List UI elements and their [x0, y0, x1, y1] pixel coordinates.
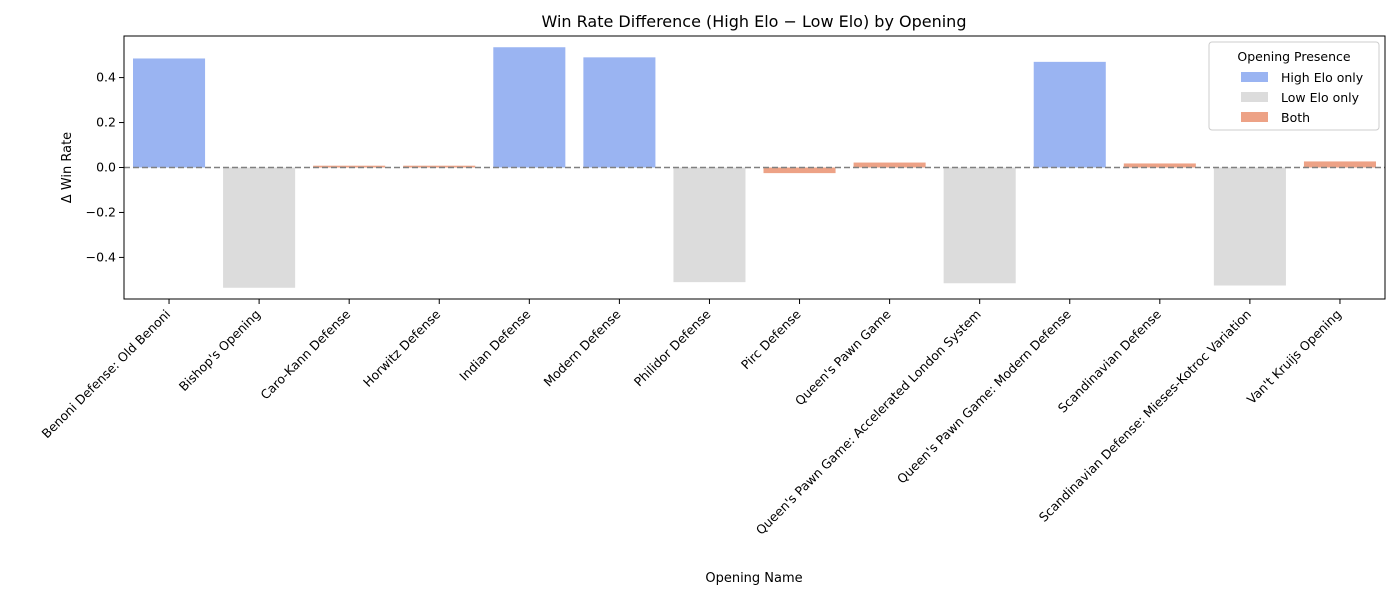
x-tick-label: Horwitz Defense [360, 306, 444, 390]
y-tick-label: 0.0 [96, 160, 116, 175]
x-tick-label: Scandinavian Defense [1055, 306, 1164, 415]
x-tick-label: Modern Defense [540, 306, 623, 389]
x-tick-label: Benoni Defense: Old Benoni [39, 307, 174, 442]
bar [133, 58, 206, 168]
legend-swatch [1241, 92, 1268, 102]
x-tick-label: Caro-Kann Defense [257, 306, 353, 402]
legend-label: Both [1281, 110, 1310, 125]
x-tick-label: Pirc Defense [738, 306, 804, 372]
bar [673, 167, 746, 283]
bar [493, 47, 566, 168]
bar [1123, 163, 1196, 168]
y-tick-label: −0.2 [86, 204, 116, 219]
legend-title: Opening Presence [1237, 49, 1351, 64]
bar [943, 167, 1016, 284]
chart-title: Win Rate Difference (High Elo − Low Elo)… [542, 12, 967, 31]
bar [853, 162, 926, 168]
x-tick-label: Scandinavian Defense: Mieses-Kotroc Vari… [1036, 307, 1254, 525]
bar [403, 165, 476, 168]
y-axis: −0.4 −0.2 0.0 0.2 0.4 [86, 70, 124, 264]
bar [1033, 61, 1106, 168]
legend-label: Low Elo only [1281, 90, 1360, 105]
legend-label: High Elo only [1281, 70, 1364, 85]
y-tick-label: 0.2 [96, 115, 116, 130]
bar [763, 167, 836, 174]
y-axis-label: Δ Win Rate [60, 132, 75, 203]
x-tick-label: Indian Defense [456, 306, 533, 383]
legend-swatch [1241, 112, 1268, 122]
x-tick-label: Queen's Pawn Game [792, 306, 894, 408]
bar [313, 165, 386, 168]
x-tick-label: Philidor Defense [631, 306, 714, 389]
x-tick-label: Queen's Pawn Game: Modern Defense [894, 306, 1074, 486]
bar [1213, 167, 1286, 286]
legend-box [1208, 41, 1380, 131]
legend: Opening Presence High Elo only Low Elo onl… [1208, 41, 1380, 131]
bar [223, 167, 296, 288]
x-tick-label: Bishop's Opening [176, 307, 263, 394]
x-tick-label: Van't Kruijs Opening [1244, 307, 1344, 407]
legend-swatch [1241, 72, 1268, 82]
bar [1303, 161, 1376, 168]
bars-group [133, 47, 1376, 288]
y-tick-label: 0.4 [96, 70, 116, 85]
x-axis: Benoni Defense: Old Benoni Bishop's Openi… [39, 299, 1344, 538]
x-axis-label: Opening Name [705, 571, 802, 586]
y-tick-label: −0.4 [86, 249, 116, 264]
bar [583, 57, 656, 168]
